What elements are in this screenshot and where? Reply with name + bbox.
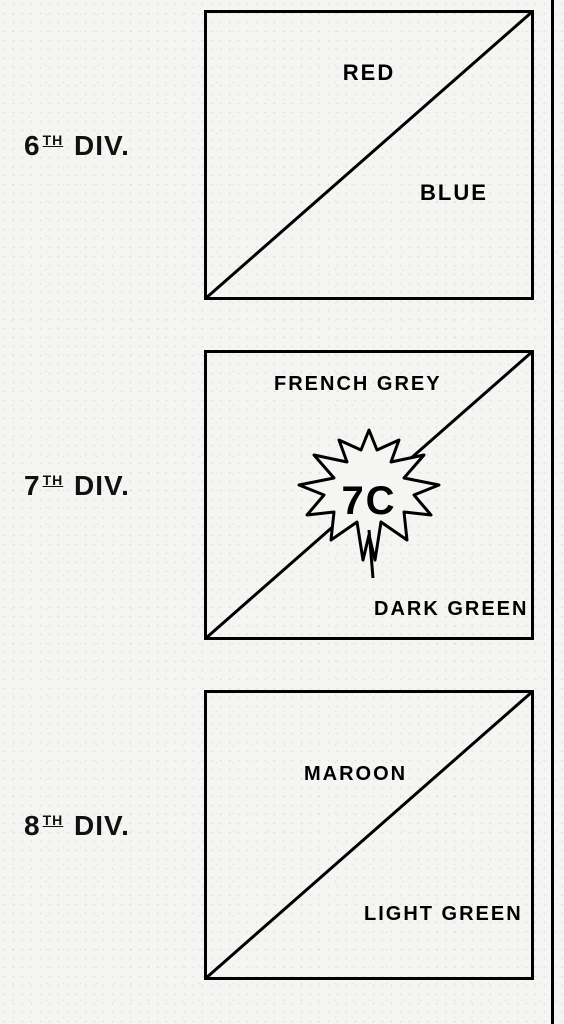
division-row-6: 6TH DIV. RED BLUE <box>0 10 564 330</box>
flag-diagonal <box>206 12 533 299</box>
division-ordinal: TH <box>43 132 64 148</box>
lower-color-label: DARK GREEN <box>374 598 528 620</box>
page: 6TH DIV. RED BLUE 7TH DIV. FRENCH GREY D… <box>0 0 564 1024</box>
flag-svg-8: MAROON LIGHT GREEN <box>204 690 534 980</box>
lower-color-label: BLUE <box>420 180 488 205</box>
upper-color-label: RED <box>343 60 395 85</box>
lower-color-label: LIGHT GREEN <box>364 903 523 925</box>
division-label-7: 7TH DIV. <box>24 470 130 502</box>
upper-color-label: MAROON <box>304 763 407 785</box>
division-number: 7 <box>24 470 41 501</box>
flag-6: RED BLUE <box>204 10 534 300</box>
division-row-8: 8TH DIV. MAROON LIGHT GREEN <box>0 690 564 1010</box>
flag-8: MAROON LIGHT GREEN <box>204 690 534 980</box>
division-suffix: DIV. <box>74 810 130 841</box>
division-ordinal: TH <box>43 812 64 828</box>
division-label-6: 6TH DIV. <box>24 130 130 162</box>
division-number: 6 <box>24 130 41 161</box>
flag-7: FRENCH GREY DARK GREEN 7C <box>204 350 534 640</box>
division-suffix: DIV. <box>74 470 130 501</box>
flag-diagonal <box>206 692 533 979</box>
division-suffix: DIV. <box>74 130 130 161</box>
division-ordinal: TH <box>43 472 64 488</box>
flag-svg-6: RED BLUE <box>204 10 534 300</box>
division-row-7: 7TH DIV. FRENCH GREY DARK GREEN 7C <box>0 350 564 670</box>
flag-svg-7: FRENCH GREY DARK GREEN 7C <box>204 350 534 640</box>
division-label-8: 8TH DIV. <box>24 810 130 842</box>
division-number: 8 <box>24 810 41 841</box>
maple-leaf-text: 7C <box>341 479 396 523</box>
upper-color-label: FRENCH GREY <box>274 373 442 395</box>
